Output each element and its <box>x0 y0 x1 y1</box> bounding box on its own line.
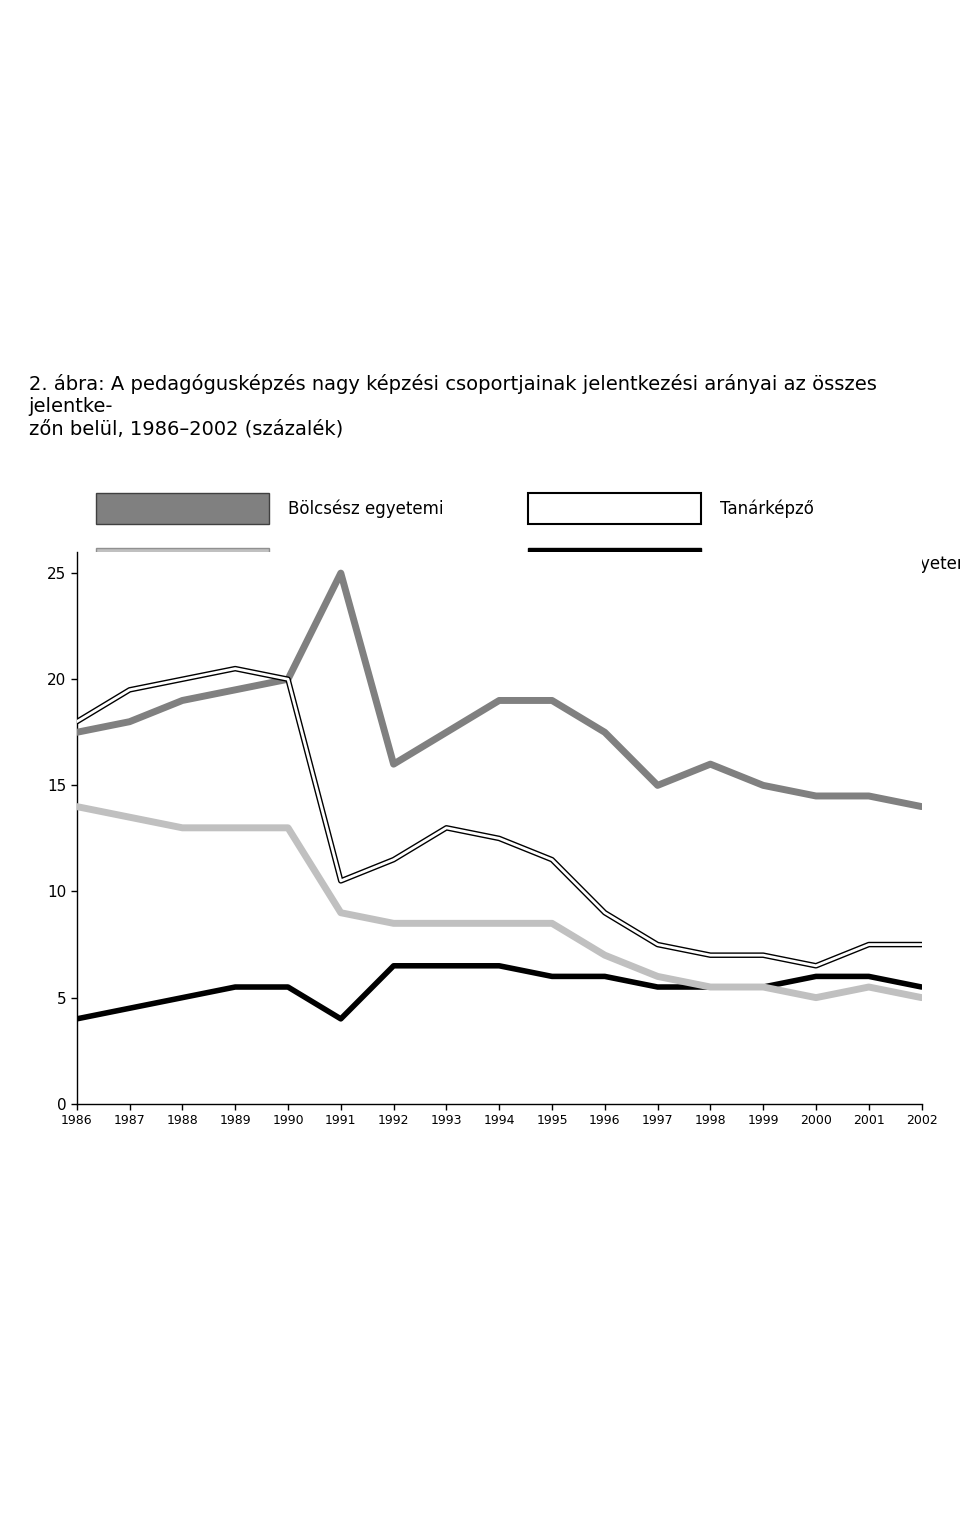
Text: Tanító-óvó: Tanító-óvó <box>288 555 373 572</box>
Text: Tanárképző: Tanárképző <box>720 500 814 518</box>
Text: Természettudományi egyetemi: Természettudományi egyetemi <box>720 555 960 573</box>
Text: 2. ábra: A pedagógusképzés nagy képzési csoportjainak jelentkezési arányai az ös: 2. ábra: A pedagógusképzés nagy képzési … <box>29 374 876 438</box>
FancyBboxPatch shape <box>96 549 269 579</box>
FancyBboxPatch shape <box>96 494 269 524</box>
FancyBboxPatch shape <box>528 549 701 579</box>
FancyBboxPatch shape <box>528 494 701 524</box>
Text: Bölcsész egyetemi: Bölcsész egyetemi <box>288 500 444 518</box>
